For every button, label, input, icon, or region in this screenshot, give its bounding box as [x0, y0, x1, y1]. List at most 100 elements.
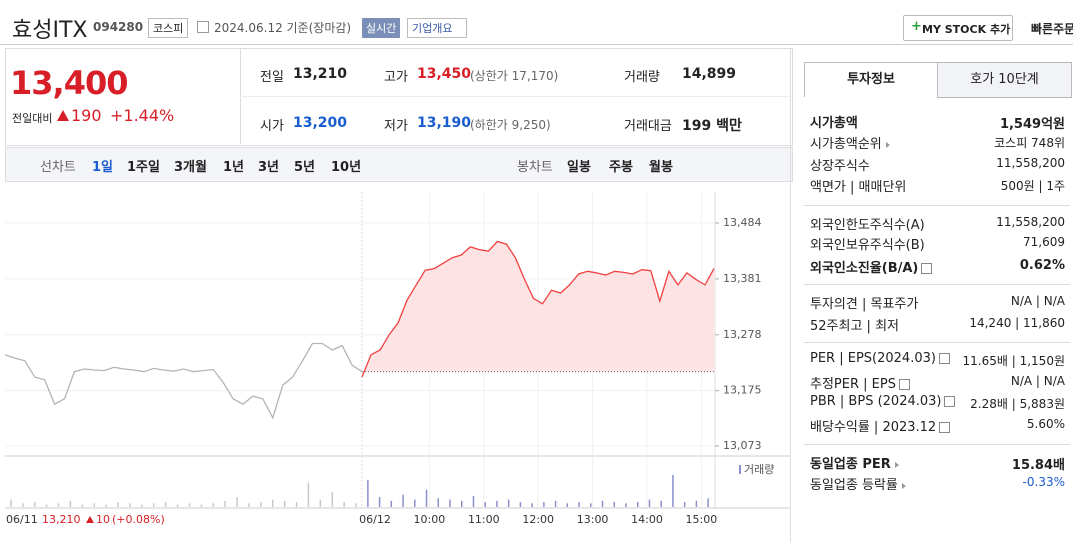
volume-bar — [613, 502, 616, 507]
volume-bar — [402, 494, 404, 507]
quote-label: 저가 — [384, 119, 408, 134]
divider — [790, 48, 791, 542]
volume-bar — [176, 504, 179, 507]
info-value: 71,609 — [1023, 235, 1065, 249]
info-label: 외국인소진율(B/A) — [810, 257, 933, 276]
up-icon — [57, 110, 69, 121]
prev-close: 13,210 — [42, 513, 81, 526]
realtime-badge[interactable]: 실시간 — [362, 18, 401, 38]
help-icon[interactable] — [921, 263, 933, 274]
info-label: 외국인한도주식수(A) — [810, 218, 925, 233]
volume-bar — [93, 503, 95, 507]
info-value: 14,240 | 11,860 — [969, 316, 1065, 330]
company-info-button[interactable]: 기업개요 — [407, 18, 468, 38]
y-tick-label: 13,278 — [723, 328, 762, 341]
volume-bar — [566, 503, 569, 507]
volume-bar — [200, 504, 203, 507]
quote-value: 13,210 — [293, 66, 348, 82]
info-tab[interactable]: 호가 10단계 — [937, 62, 1072, 98]
period-tab[interactable]: 3년 — [258, 160, 280, 175]
divider — [804, 205, 1070, 206]
price-line — [4, 342, 363, 420]
volume-bar — [672, 475, 674, 507]
change-rate: +1.44% — [110, 106, 175, 125]
prev-change: 10 — [96, 513, 110, 526]
volume-bar — [707, 498, 709, 507]
info-value: -0.33% — [1022, 475, 1065, 489]
change: 190 — [71, 106, 102, 125]
volume-bar — [496, 500, 498, 507]
quote-value: 13,450 — [417, 66, 472, 82]
quick-order[interactable]: 빠른주문 — [1031, 22, 1073, 36]
volume-bar — [437, 498, 440, 507]
volume-bar — [660, 500, 662, 507]
quote-note: (하한가 9,250) — [470, 118, 551, 132]
info-value: 5.60% — [1026, 417, 1065, 431]
volume-bar — [648, 499, 651, 507]
help-icon[interactable] — [938, 353, 950, 364]
volume-bar — [260, 502, 262, 507]
period-tab[interactable]: 5년 — [294, 160, 316, 175]
info-label: 동일업종 PER — [810, 453, 899, 472]
volume-icon — [739, 465, 741, 474]
volume-bar — [472, 495, 475, 507]
volume-bar — [519, 502, 522, 507]
x-tick-label: 15:00 — [686, 513, 718, 526]
info-label: 액면가 | 매매단위 — [810, 180, 907, 195]
volume-bar — [507, 499, 510, 507]
candle-tab[interactable]: 일봉 — [567, 160, 591, 175]
info-value: 11,558,200 — [996, 156, 1065, 170]
info-label: 시가총액 — [810, 116, 858, 131]
period-tab[interactable]: 10년 — [331, 160, 362, 175]
help-icon[interactable] — [939, 422, 951, 433]
mystock-button[interactable] — [903, 15, 1013, 41]
volume-bar — [248, 503, 250, 507]
volume-bar — [625, 503, 627, 507]
volume-bar — [484, 502, 486, 507]
prev-date: 06/11 — [6, 513, 38, 526]
volume-bar — [34, 502, 36, 507]
volume-bar — [272, 499, 274, 507]
divider — [0, 44, 1073, 45]
quote-value: 14,899 — [682, 66, 737, 82]
volume-bar — [601, 500, 604, 507]
volume-bar — [10, 499, 12, 507]
volume-bar — [449, 499, 451, 507]
y-tick-label: 13,073 — [723, 439, 762, 452]
volume-bar — [578, 502, 580, 507]
period-tab[interactable]: 1년 — [223, 160, 245, 175]
quote-label: 거래대금 — [624, 119, 672, 134]
volume-bar — [69, 500, 72, 507]
x-tick-label: 14:00 — [631, 513, 663, 526]
period-tab[interactable]: 3개월 — [174, 160, 207, 175]
market-badge: 코스피 — [148, 18, 189, 38]
y-tick-label: 13,484 — [723, 216, 762, 229]
info-value: 11.65배 | 1,150원 — [962, 354, 1065, 368]
info-value: 15.84배 — [1011, 458, 1065, 473]
quote-label: 시가 — [260, 119, 284, 134]
arrow-icon — [901, 482, 906, 489]
info-label: 시가총액순위 — [810, 133, 890, 152]
info-tab[interactable]: 투자정보 — [804, 62, 938, 97]
period-tab[interactable]: 1주일 — [127, 160, 160, 175]
info-label: PBR | BPS (2024.03) — [810, 394, 956, 409]
x-tick-label: 06/12 — [359, 513, 391, 526]
help-icon[interactable] — [944, 396, 956, 407]
candle-tab[interactable]: 주봉 — [609, 160, 633, 175]
help-icon[interactable] — [898, 379, 910, 390]
period-tab[interactable]: 1일 — [92, 160, 114, 175]
x-tick-label: 12:00 — [522, 513, 554, 526]
up-icon — [86, 516, 94, 523]
volume-bar — [141, 504, 143, 507]
quote-value: 13,190 — [417, 115, 472, 131]
volume-bar — [367, 479, 369, 507]
info-value: N/A | N/A — [1010, 374, 1065, 388]
info-value: 0.62% — [1019, 258, 1065, 273]
info-label: PER | EPS(2024.03) — [810, 351, 950, 366]
current-price: 13,400 — [10, 64, 128, 102]
volume-bar — [590, 503, 592, 507]
volume-bar — [224, 500, 226, 507]
quote-note: (상한가 17,170) — [470, 69, 559, 83]
candle-tab[interactable]: 월봉 — [649, 160, 673, 175]
divider — [240, 96, 791, 97]
